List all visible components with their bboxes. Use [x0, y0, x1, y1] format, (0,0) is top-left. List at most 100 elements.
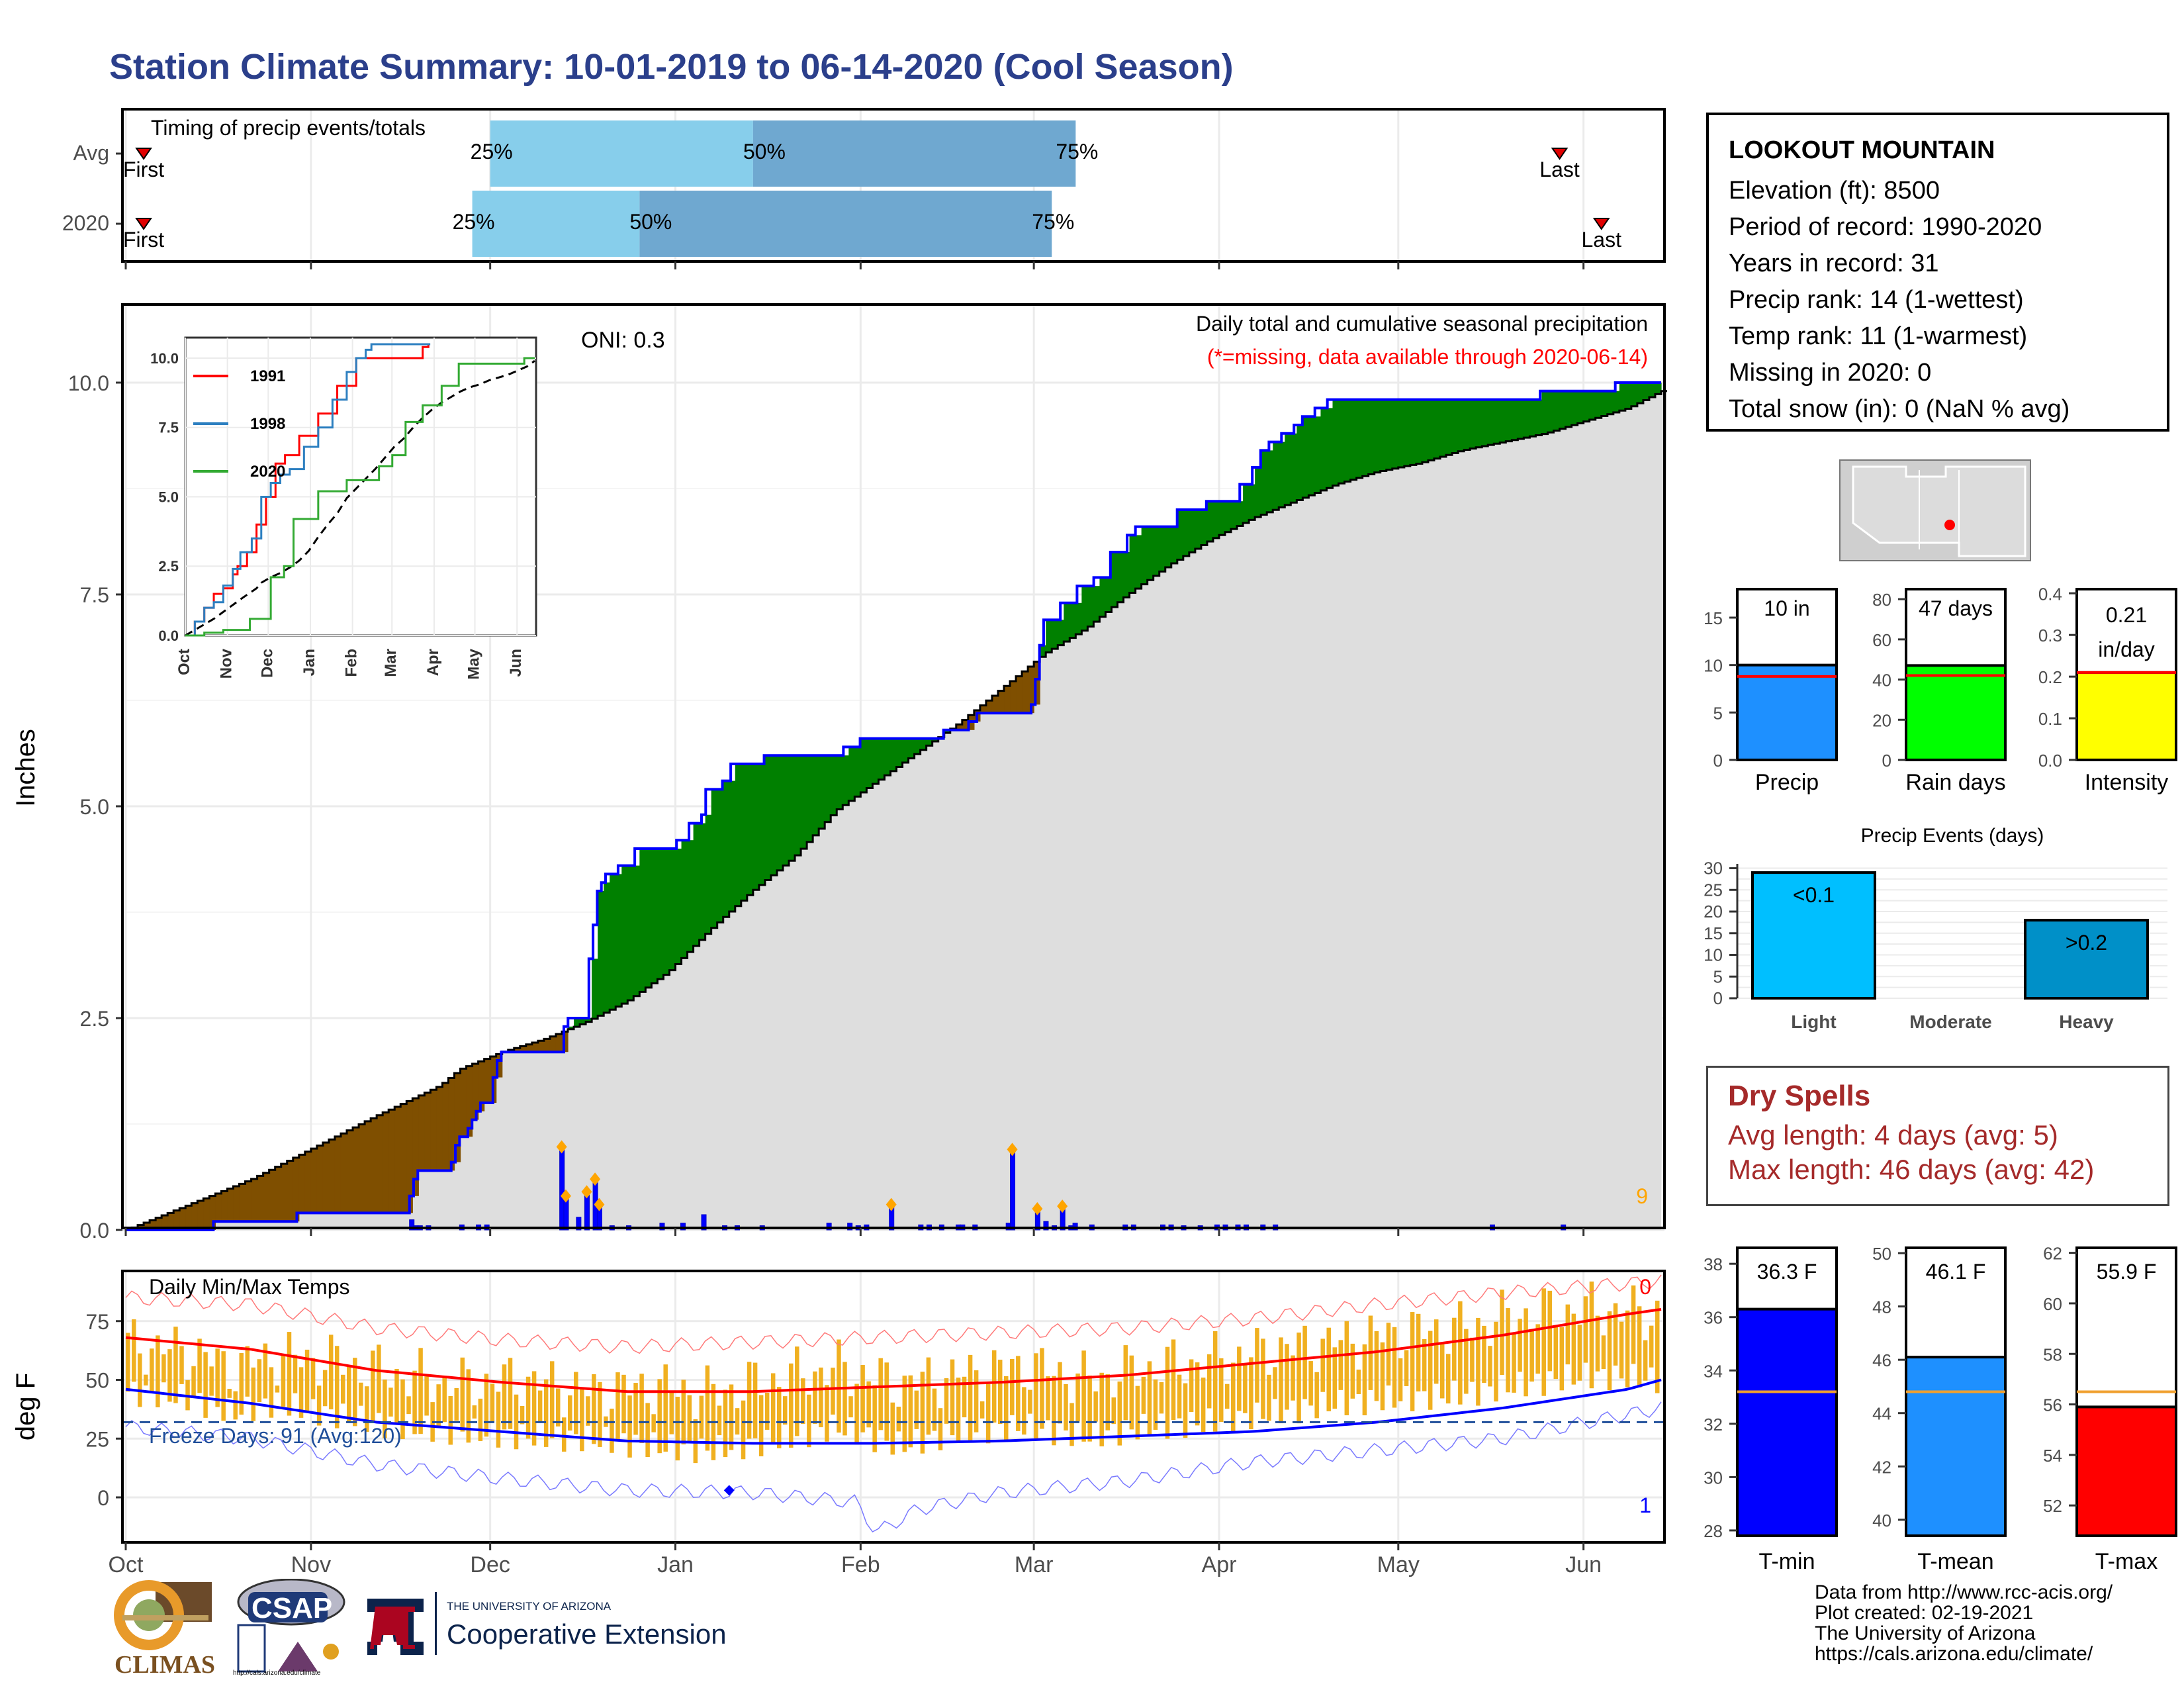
temps-daily-bar [1255, 1328, 1259, 1403]
precip-deficit-fill [275, 1166, 282, 1222]
precip-deficit-fill [549, 1036, 557, 1053]
precip-deficit-fill [150, 1220, 156, 1230]
events-category: Heavy [2059, 1011, 2114, 1032]
precip-surplus-fill [1553, 391, 1561, 431]
precip-surplus-fill [1302, 416, 1309, 498]
temps-daily-bar [1595, 1315, 1600, 1372]
temps-daily-bar [293, 1354, 298, 1393]
precip-surplus-fill [1159, 526, 1166, 572]
temps-daily-bar [394, 1368, 399, 1425]
temps-daily-bar [717, 1405, 722, 1436]
temps-daily-bar [340, 1374, 345, 1404]
temps-daily-bar [735, 1408, 740, 1435]
temps-record-max-line [125, 1274, 1662, 1354]
precip-surplus-fill [831, 755, 837, 816]
precip-ytick: 10.0 [68, 371, 109, 395]
precip-surplus-fill [693, 823, 700, 947]
precip-surplus-fill [610, 874, 616, 1010]
precip-surplus-fill [1081, 586, 1088, 631]
precip-surplus-fill [1195, 510, 1202, 549]
precip-daily-marker [556, 1140, 567, 1154]
temps-daily-bar [776, 1387, 782, 1448]
precip-surplus-fill [1500, 399, 1506, 443]
precip-surplus-fill [1249, 484, 1255, 520]
precip-daily-bar [1072, 1223, 1078, 1231]
temps-daily-bar [347, 1366, 351, 1422]
temps-daily-bar [574, 1372, 578, 1434]
precip-surplus-fill [1225, 501, 1232, 532]
temps-daily-bar [580, 1389, 584, 1452]
temps-daily-bar [209, 1366, 214, 1396]
precip-surplus-fill [807, 755, 813, 843]
precip-deficit-fill [985, 700, 993, 714]
station-location-marker [1944, 520, 1955, 530]
precip-deficit-fill [353, 1127, 359, 1213]
temps-daily-bar [150, 1348, 154, 1391]
precip-ytick: 7.5 [80, 583, 109, 607]
precip-surplus-fill [1482, 399, 1488, 446]
precip-surplus-fill [687, 840, 694, 953]
precip-surplus-fill [1625, 383, 1632, 409]
precip-surplus-fill [1231, 501, 1238, 530]
temp-bar-ytick: 48 [1872, 1297, 1891, 1317]
summary-bar-ytick: 0.4 [2038, 584, 2062, 604]
precip-deficit-fill [221, 1191, 228, 1222]
precip-surplus-fill [1165, 526, 1172, 568]
precip-surplus-fill [1040, 645, 1046, 657]
temps-daily-bar [543, 1379, 549, 1447]
temps-daily-bar [1506, 1308, 1510, 1393]
precip-surplus-fill [1559, 391, 1567, 429]
precip-surplus-fill [1320, 408, 1328, 491]
inset-avg-line [185, 359, 535, 637]
temps-daily-bar [669, 1391, 674, 1434]
temps-daily-bar [592, 1374, 596, 1444]
precip-deficit-fill [179, 1208, 186, 1230]
precip-2020-line [126, 381, 1661, 1231]
summary-bar-ytick: 0.2 [2038, 667, 2062, 687]
precip-surplus-fill [1392, 399, 1399, 469]
temps-daily-bar [144, 1374, 148, 1385]
temps-daily-bar [1338, 1340, 1343, 1390]
precip-surplus-fill [1428, 399, 1435, 461]
temps-daily-bar [938, 1408, 943, 1450]
precip-deficit-fill [430, 1090, 437, 1171]
temps-daily-bar [233, 1391, 238, 1420]
temps-daily-bar [1046, 1376, 1050, 1421]
precip-deficit-fill [328, 1139, 336, 1213]
precip-surplus-fill [1218, 501, 1226, 536]
temps-daily-bar [275, 1385, 280, 1393]
summary-bar-ytick: 80 [1872, 590, 1891, 610]
temp-bar-label: 46.1 F [1926, 1260, 1986, 1284]
precip-deficit-fill [454, 1073, 461, 1162]
temps-daily-bar [418, 1348, 423, 1434]
temps-daily-bar [1500, 1289, 1504, 1376]
temps-daily-bar [764, 1392, 770, 1430]
precip-surplus-fill [914, 738, 921, 755]
precip-surplus-fill [1386, 399, 1393, 470]
temp-bar-ytick: 28 [1704, 1521, 1723, 1541]
temps-daily-bar [167, 1349, 172, 1402]
temps-daily-bar [1022, 1387, 1026, 1435]
precip-deficit-fill [496, 1054, 503, 1078]
temps-daily-bar [179, 1346, 184, 1384]
precip-surplus-fill [1595, 391, 1602, 418]
precip-surplus-fill [1488, 399, 1494, 445]
temps-daily-bar [1518, 1319, 1522, 1372]
events-bar-label: <0.1 [1793, 883, 1835, 907]
precip-surplus-fill [1458, 399, 1465, 451]
precip-daily-bar [680, 1223, 686, 1231]
precip-deficit-fill [293, 1157, 300, 1222]
temps-daily-bar [1314, 1372, 1319, 1419]
precip-surplus-fill [896, 738, 903, 767]
timing-label-first: First [123, 228, 164, 252]
temps-daily-bar [1249, 1357, 1253, 1430]
temps-daily-bar [531, 1371, 537, 1446]
temp-bar-ytick: 50 [1872, 1244, 1891, 1264]
temps-daily-bar [173, 1327, 178, 1403]
precip-surplus-fill [1518, 399, 1524, 439]
temps-daily-bar [161, 1354, 166, 1383]
precip-surplus-fill [1291, 433, 1297, 503]
temps-daily-bar [932, 1388, 937, 1431]
temps-ylabel: deg F [11, 1373, 40, 1440]
precip-surplus-fill [878, 738, 886, 780]
